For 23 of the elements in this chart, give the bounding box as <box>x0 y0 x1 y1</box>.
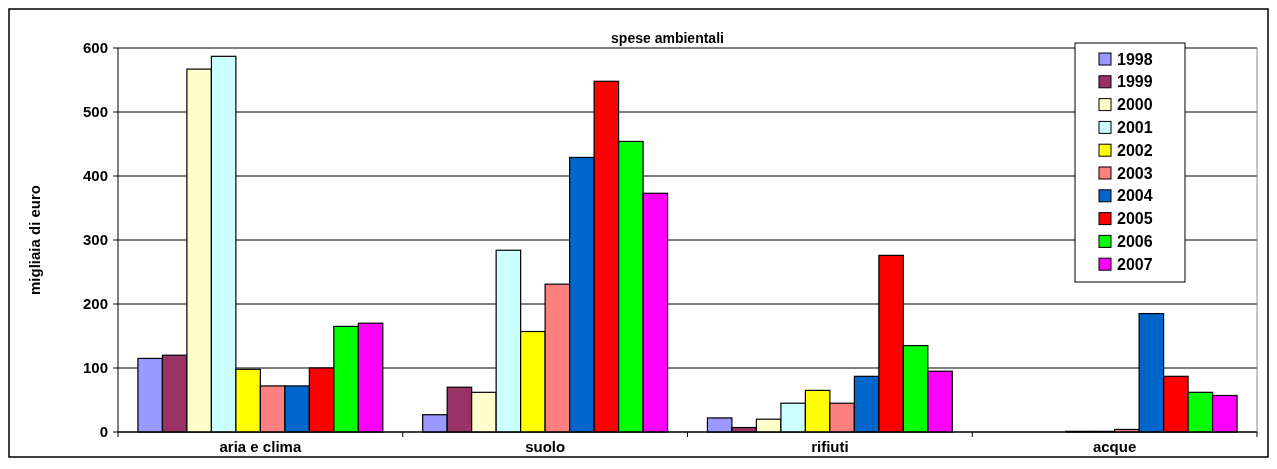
y-tick-label: 500 <box>82 103 108 121</box>
y-tick-label: 100 <box>82 359 108 377</box>
y-tick-label: 600 <box>82 39 108 57</box>
y-axis-title: migliaia di euro <box>26 184 43 296</box>
y-tick-label: 200 <box>82 295 108 313</box>
legend-label: 2002 <box>1117 141 1153 159</box>
y-tick-label: 300 <box>82 231 108 249</box>
chart-title: spese ambientali <box>611 30 724 46</box>
legend-label: 2001 <box>1117 119 1153 136</box>
x-tick-label: suolo <box>525 438 566 455</box>
legend-label: 2006 <box>1117 233 1153 250</box>
legend-label: 2007 <box>1117 255 1153 273</box>
legend-label: 2000 <box>1117 96 1153 114</box>
legend-label: 2005 <box>1117 210 1153 228</box>
x-tick-label: acque <box>1092 438 1137 455</box>
legend-label: 2003 <box>1117 164 1153 182</box>
x-tick-label: aria e clima <box>219 438 302 455</box>
legend-label: 1999 <box>1117 73 1153 91</box>
x-tick-label: rifiuti <box>811 438 849 455</box>
y-tick-label: 400 <box>82 167 108 185</box>
legend-label: 2004 <box>1117 187 1153 205</box>
legend-label: 1998 <box>1117 50 1153 68</box>
y-tick-label: 0 <box>99 423 108 441</box>
